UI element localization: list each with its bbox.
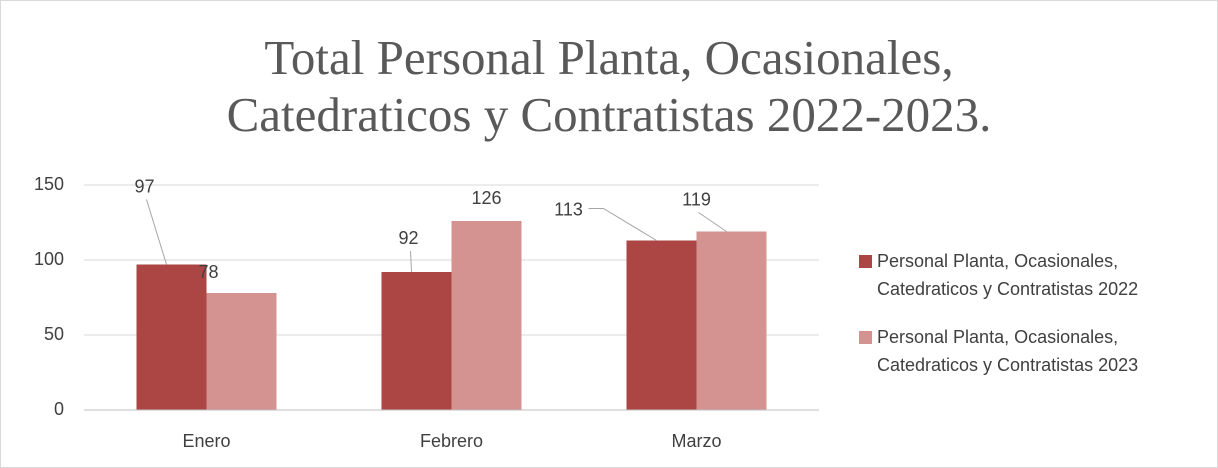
x-tick-label: Marzo — [671, 431, 721, 451]
bar — [136, 264, 207, 410]
leader-line — [698, 212, 727, 232]
data-label: 78 — [198, 262, 218, 282]
data-label: 119 — [682, 189, 711, 209]
legend-item: Personal Planta, Ocasionales, Catedratic… — [859, 247, 1204, 303]
bar — [206, 293, 277, 410]
leader-line — [410, 250, 412, 273]
x-tick-label: Febrero — [420, 431, 483, 451]
y-tick-label: 50 — [44, 324, 64, 344]
bar — [381, 272, 452, 410]
y-tick-label: 100 — [34, 249, 64, 269]
legend-label: Personal Planta, Ocasionales, Catedratic… — [877, 251, 1139, 299]
data-label: 113 — [554, 199, 583, 219]
x-tick-label: Enero — [182, 431, 230, 451]
data-label: 92 — [398, 228, 418, 248]
chart-title: Total Personal Planta, Ocasionales, Cate… — [226, 30, 992, 142]
y-tick-label: 0 — [54, 399, 64, 419]
data-label: 126 — [471, 188, 501, 208]
y-tick-label: 150 — [34, 174, 64, 194]
data-label: 97 — [134, 176, 154, 196]
legend-item: Personal Planta, Ocasionales, Catedratic… — [859, 323, 1204, 379]
leader-line — [146, 199, 167, 265]
bar — [451, 221, 522, 410]
bar — [696, 231, 767, 410]
legend-swatch — [859, 331, 872, 344]
leader-line — [588, 208, 657, 241]
legend-label: Personal Planta, Ocasionales, Catedratic… — [877, 327, 1139, 375]
bar — [626, 240, 697, 410]
legend-swatch — [859, 255, 872, 268]
